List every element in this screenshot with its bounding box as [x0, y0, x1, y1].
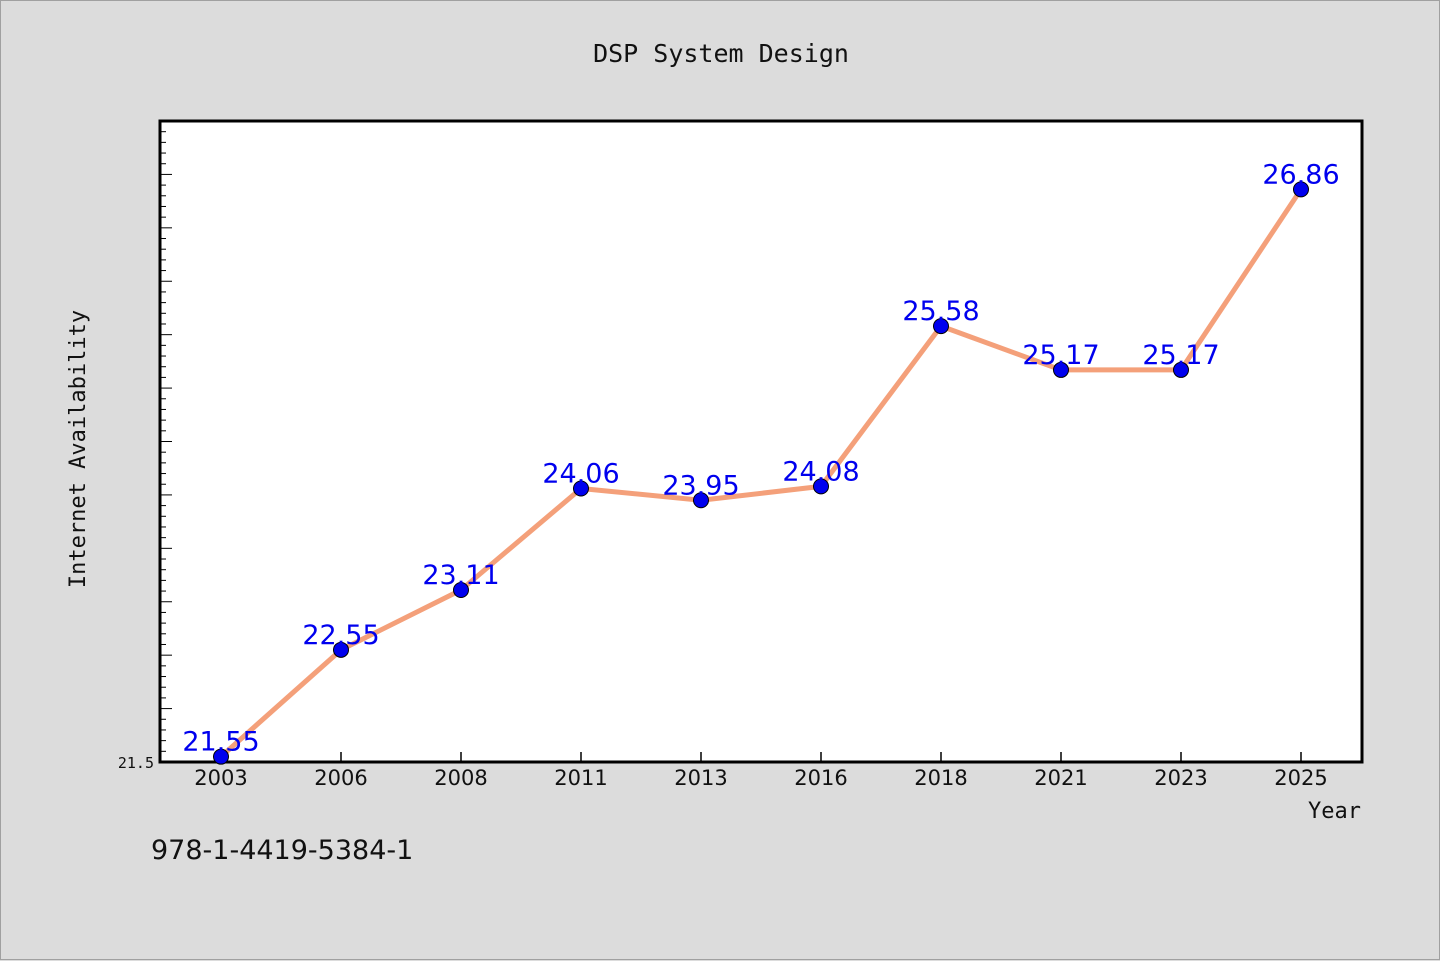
- data-label: 24.08: [782, 456, 859, 487]
- x-tick-label: 2021: [1034, 766, 1087, 790]
- x-tick-label: 2011: [554, 766, 607, 790]
- x-tick-label: 2006: [314, 766, 367, 790]
- plot-area: [158, 119, 1364, 764]
- data-label: 26.86: [1262, 159, 1339, 190]
- data-label: 21.55: [182, 727, 259, 758]
- data-point: [813, 478, 829, 495]
- y-tick-label: 21.5: [118, 754, 154, 772]
- series-line: [218, 186, 1304, 760]
- x-axis-label: Year: [1308, 799, 1361, 824]
- data-point: [573, 480, 589, 497]
- data-point: [1173, 361, 1189, 378]
- x-tick-label: 2013: [674, 766, 727, 790]
- data-point: [1293, 181, 1309, 198]
- data-point: [333, 641, 349, 658]
- data-labels: 21.55 22.55 23.11 24.06 23.95 24.08 25.58 25.17…: [182, 159, 1339, 757]
- data-points: [213, 181, 1309, 765]
- data-point: [693, 492, 709, 509]
- data-label: 25.17: [1022, 340, 1099, 371]
- y-axis-tick-labels: 21.5: [118, 754, 154, 772]
- data-label: 22.55: [302, 620, 379, 651]
- y-axis-label: Internet Availability: [66, 310, 91, 588]
- x-tick-label: 2018: [914, 766, 967, 790]
- data-label: 23.95: [662, 470, 739, 501]
- data-label: 25.58: [902, 296, 979, 327]
- data-label: 25.17: [1142, 340, 1219, 371]
- x-tick-label: 2003: [194, 766, 247, 790]
- data-point: [453, 581, 469, 598]
- series-line-group: [218, 186, 1304, 760]
- data-label: 23.11: [422, 560, 499, 591]
- data-point: [213, 748, 229, 765]
- footer-code: 978-1-4419-5384-1: [151, 835, 414, 866]
- x-tick-label: 2023: [1154, 766, 1207, 790]
- data-label: 24.06: [542, 459, 619, 490]
- data-point: [1053, 361, 1069, 378]
- y-axis-ticks: [160, 131, 172, 752]
- data-point: [933, 318, 949, 335]
- chart-title: DSP System Design: [593, 39, 849, 68]
- x-tick-label: 2008: [434, 766, 487, 790]
- x-tick-label: 2016: [794, 766, 847, 790]
- x-axis-tick-labels: 2003 2006 2008 2011 2013 2016 2018 2021 2023 2025: [194, 766, 1327, 790]
- x-tick-label: 2025: [1274, 766, 1327, 790]
